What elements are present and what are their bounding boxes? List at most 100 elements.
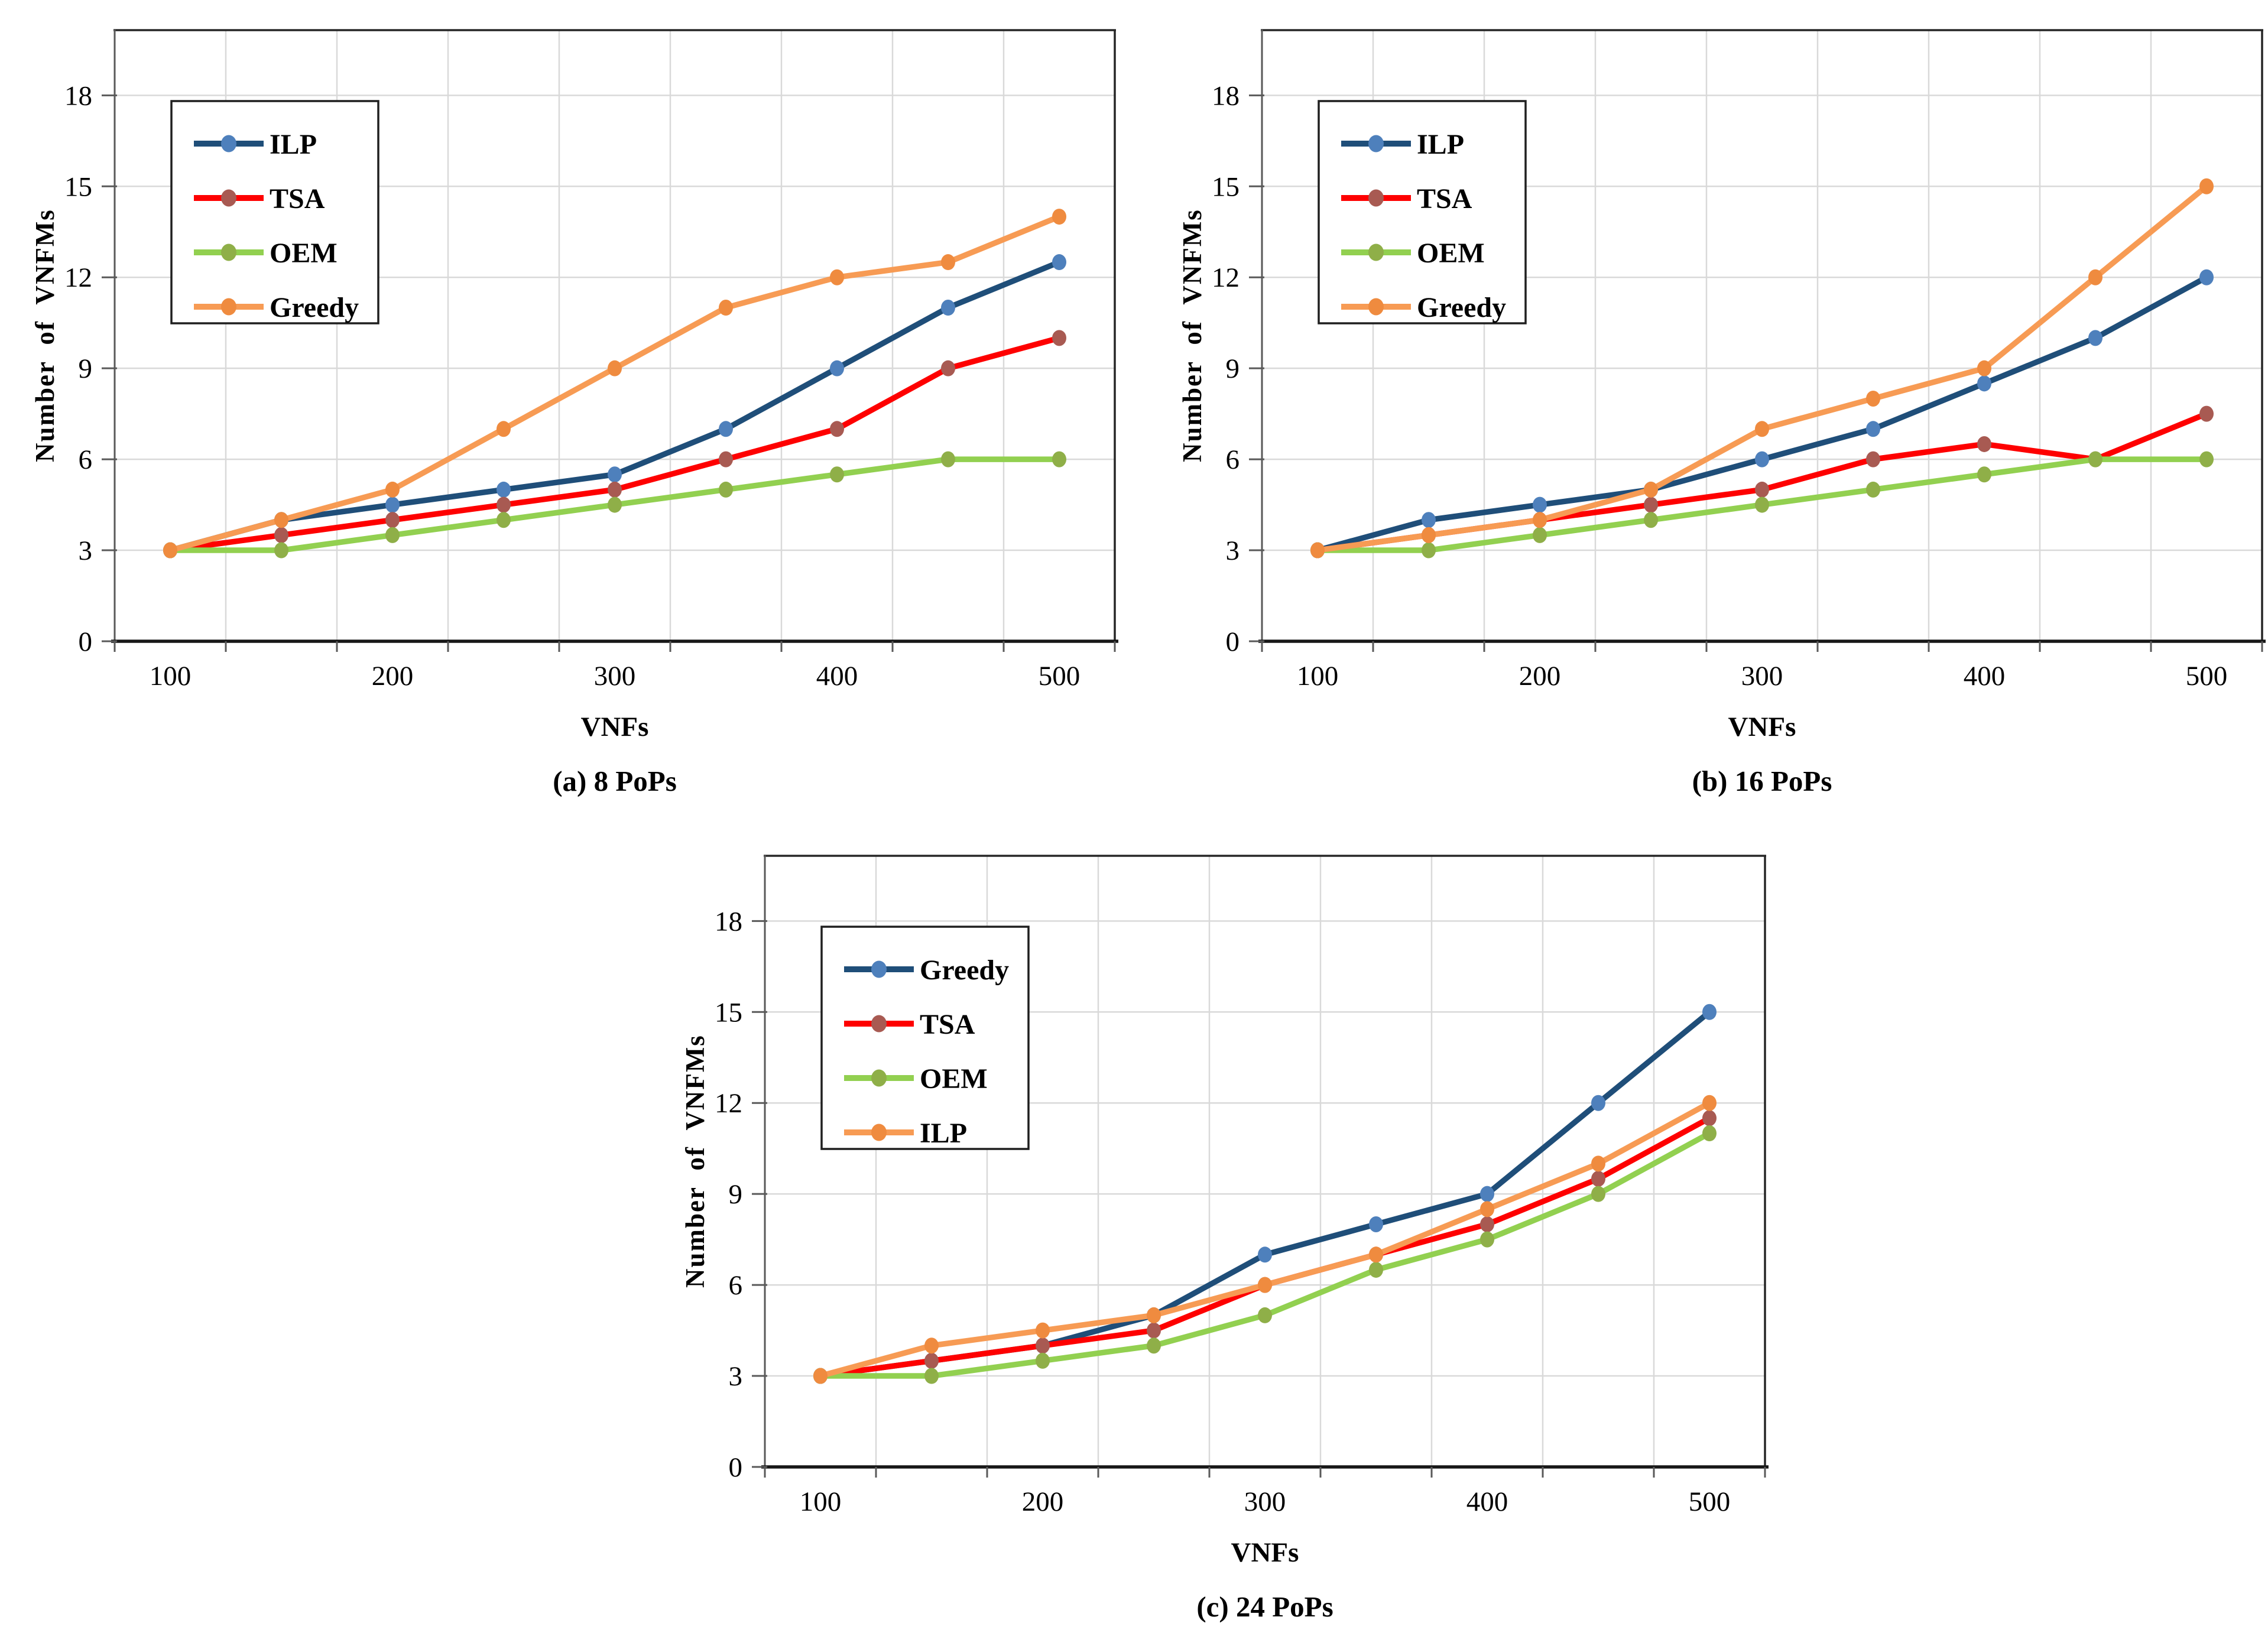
data-point <box>1369 1216 1383 1232</box>
data-point <box>1036 1352 1050 1369</box>
legend-label: TSA <box>1417 183 1472 215</box>
axes <box>111 29 1118 643</box>
y-tick-label: 6 <box>1226 444 1240 475</box>
data-point <box>385 527 400 543</box>
data-point <box>1644 512 1658 528</box>
data-point <box>497 481 511 498</box>
data-point <box>2199 451 2214 468</box>
data-point <box>1422 542 1436 559</box>
legend-label: ILP <box>920 1118 967 1149</box>
data-point <box>274 542 288 559</box>
x-axis-title: VNFs <box>1728 712 1796 742</box>
y-tick-label: 9 <box>1226 353 1240 384</box>
data-point <box>1258 1307 1272 1323</box>
data-point <box>1977 436 1991 452</box>
legend-label: Greedy <box>270 292 359 323</box>
data-point <box>1866 481 1880 498</box>
chart-caption: (c) 24 PoPs <box>1196 1590 1333 1623</box>
data-point <box>1480 1231 1494 1248</box>
data-point <box>1977 466 1991 483</box>
data-point <box>1755 451 1769 468</box>
y-tick-label: 3 <box>79 535 93 566</box>
chart-caption: (a) 8 PoPs <box>553 765 677 797</box>
x-tick-label: 300 <box>1741 661 1783 691</box>
data-point <box>1480 1186 1494 1202</box>
tick-marks <box>102 94 1116 652</box>
data-point <box>385 481 400 498</box>
y-tick-label: 9 <box>79 353 93 384</box>
y-tick-label: 6 <box>79 444 93 475</box>
data-point <box>1866 451 1880 468</box>
data-point <box>608 481 622 498</box>
y-tick-label: 15 <box>1212 171 1240 202</box>
data-point <box>497 512 511 528</box>
data-point <box>497 421 511 437</box>
data-point <box>1369 1246 1383 1263</box>
y-tick-label: 0 <box>729 1452 743 1483</box>
data-point <box>1369 1261 1383 1278</box>
data-point <box>1702 1110 1717 1126</box>
data-point <box>1480 1216 1494 1232</box>
data-point <box>924 1368 939 1384</box>
data-point <box>1977 360 1991 376</box>
y-tick-label: 12 <box>64 262 92 293</box>
chart-24-pops: Number of VNFMs 0 3 6 9 12 15 18 100 200 300 400 50… <box>674 838 1797 1633</box>
chart-16-pops: Number of VNFMs 0 3 6 9 12 15 18 100 200 300 400 50… <box>1171 12 2268 807</box>
legend-label: ILP <box>1417 129 1464 160</box>
data-point <box>1755 481 1769 498</box>
data-point <box>1977 375 1991 392</box>
y-tick-label: 3 <box>729 1361 743 1392</box>
data-point <box>719 451 733 468</box>
data-point <box>1480 1201 1494 1218</box>
data-point <box>2088 451 2102 468</box>
x-tick-label: 200 <box>372 661 414 691</box>
data-point <box>2088 269 2102 285</box>
data-point <box>830 421 844 437</box>
x-tick-label: 200 <box>1519 661 1561 691</box>
data-point <box>924 1352 939 1369</box>
data-point <box>924 1337 939 1354</box>
data-point <box>1052 209 1066 225</box>
data-point <box>274 512 288 528</box>
legend-label: TSA <box>270 183 325 215</box>
data-point <box>2199 178 2214 194</box>
tick-labels: 0 3 6 9 12 15 18 100 200 300 400 500 <box>1212 80 2227 691</box>
legend-label: Greedy <box>1417 292 1506 323</box>
series-oem <box>1310 451 2214 559</box>
data-point <box>1702 1125 1717 1142</box>
data-point <box>1036 1322 1050 1339</box>
x-tick-label: 400 <box>1964 661 2006 691</box>
y-tick-label: 12 <box>715 1088 742 1119</box>
data-point <box>1147 1307 1161 1323</box>
x-tick-label: 200 <box>1022 1486 1064 1517</box>
legend: ILP TSA OEM Greedy <box>1318 100 1527 324</box>
data-point <box>1702 1004 1717 1020</box>
data-point <box>1258 1277 1272 1293</box>
chart-caption: (b) 16 PoPs <box>1692 765 1832 797</box>
x-tick-label: 100 <box>800 1486 842 1517</box>
data-point <box>1866 421 1880 437</box>
tick-labels: 0 3 6 9 12 15 18 100 200 300 400 500 <box>64 80 1080 691</box>
data-point <box>1866 390 1880 407</box>
data-point <box>1422 512 1436 528</box>
data-point <box>274 527 288 543</box>
legend-label: TSA <box>920 1009 975 1040</box>
axes <box>1258 29 2266 643</box>
data-point <box>497 496 511 513</box>
x-tick-label: 500 <box>1689 1486 1731 1517</box>
data-point <box>385 496 400 513</box>
y-tick-label: 0 <box>79 626 93 657</box>
data-point <box>1310 542 1325 559</box>
y-tick-label: 18 <box>64 80 92 111</box>
data-point <box>941 451 955 468</box>
data-point <box>1591 1171 1605 1187</box>
y-tick-label: 3 <box>1226 535 1240 566</box>
data-point <box>1702 1095 1717 1111</box>
data-point <box>1052 330 1066 346</box>
legend-label: OEM <box>920 1063 988 1095</box>
data-point <box>1147 1337 1161 1354</box>
plot-area-24-pops: 0 3 6 9 12 15 18 100 200 300 400 500 Greedy TSA OEM ILP <box>715 855 1769 1517</box>
x-tick-label: 500 <box>1039 661 1081 691</box>
x-tick-label: 100 <box>1297 661 1339 691</box>
tick-marks <box>752 920 1766 1478</box>
